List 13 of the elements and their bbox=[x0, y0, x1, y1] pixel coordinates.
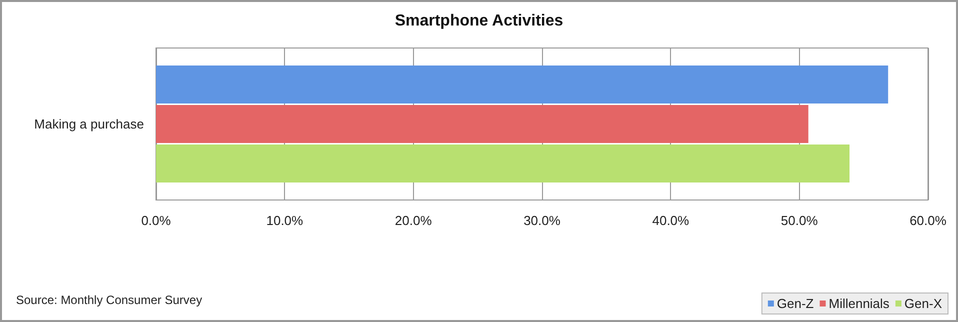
x-tick-label: 50.0% bbox=[780, 213, 818, 228]
chart-title: Smartphone Activities bbox=[394, 12, 564, 30]
x-tick-label: 20.0% bbox=[394, 213, 432, 228]
x-tick-label: 10.0% bbox=[266, 213, 304, 228]
legend-label: Gen-X bbox=[904, 296, 942, 311]
x-tick-label: 60.0% bbox=[910, 213, 947, 228]
y-tick-label: Making a purchase bbox=[34, 116, 144, 132]
x-tick-label: 40.0% bbox=[652, 213, 690, 228]
source-note: Source: Monthly Consumer Survey bbox=[16, 293, 202, 307]
x-tick-label: 0.0% bbox=[141, 213, 172, 228]
legend-label: Gen-Z bbox=[776, 296, 814, 311]
x-tick-label: 30.0% bbox=[524, 213, 561, 228]
legend-label: Millennials bbox=[828, 296, 890, 311]
